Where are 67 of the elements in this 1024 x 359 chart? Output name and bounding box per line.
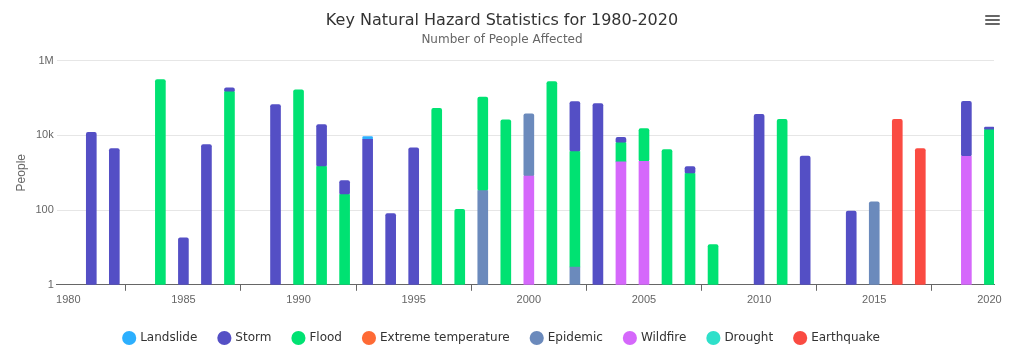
chart-title: Key Natural Hazard Statistics for 1980-2020 [325,9,679,29]
bar [408,147,420,285]
y-tick-label: 100 [35,203,54,216]
bar [431,107,443,285]
bar [753,113,765,285]
bar [224,91,235,285]
bar [707,244,719,285]
x-tick-label: 1995 [401,293,426,306]
bar [868,201,880,285]
legend-label: Earthquake [811,330,880,345]
bar [316,166,327,285]
y-axis-title: People [13,153,28,192]
x-tick-label: 2020 [977,293,1002,306]
bar [362,139,373,285]
bar [523,175,535,285]
bar [845,210,857,285]
bar [500,119,512,285]
bar [339,194,350,285]
y-tick-label: 1 [47,277,54,290]
bar [201,144,212,285]
bar [569,101,581,153]
x-tick-label: 2000 [516,293,542,306]
bar [891,118,903,285]
legend-label: Wildfire [640,330,687,345]
bar [914,148,926,285]
bar [615,142,627,163]
bar [638,128,650,162]
bar [454,208,466,285]
bar [155,79,166,285]
bar [178,237,189,285]
legend-label: Storm [235,330,272,345]
x-tick-label: 2015 [862,293,887,306]
y-tick-label: 10k [36,128,55,141]
bar [546,81,558,285]
bar [776,118,788,285]
bar [108,148,120,285]
bar [961,155,972,285]
bar [477,190,489,285]
x-tick-label: 1990 [286,293,311,306]
bar [385,213,396,285]
x-tick-label: 1980 [56,293,81,306]
bar [569,151,581,268]
bar [523,113,535,177]
bar [684,173,696,285]
bar [293,89,304,285]
x-tick-label: 1985 [171,293,196,306]
chart-subtitle: Number of People Affected [421,31,583,46]
bar [638,161,650,285]
y-tick-label: 1M [38,53,54,66]
legend-label: Landslide [140,330,198,345]
bar [615,161,627,285]
bar [961,101,972,157]
legend-label: Epidemic [547,330,603,345]
bar [316,124,327,167]
legend-label: Extreme temperature [379,330,510,345]
bar [339,180,350,195]
bar [270,104,281,285]
legend-label: Flood [309,330,342,345]
bar [661,149,673,285]
bar [799,155,811,285]
bar [984,129,994,285]
legend-label: Drought [724,330,774,345]
bar [85,132,97,285]
x-tick-label: 2005 [631,293,657,306]
bar [477,96,489,192]
x-tick-label: 2010 [746,293,772,306]
bar [592,103,604,285]
